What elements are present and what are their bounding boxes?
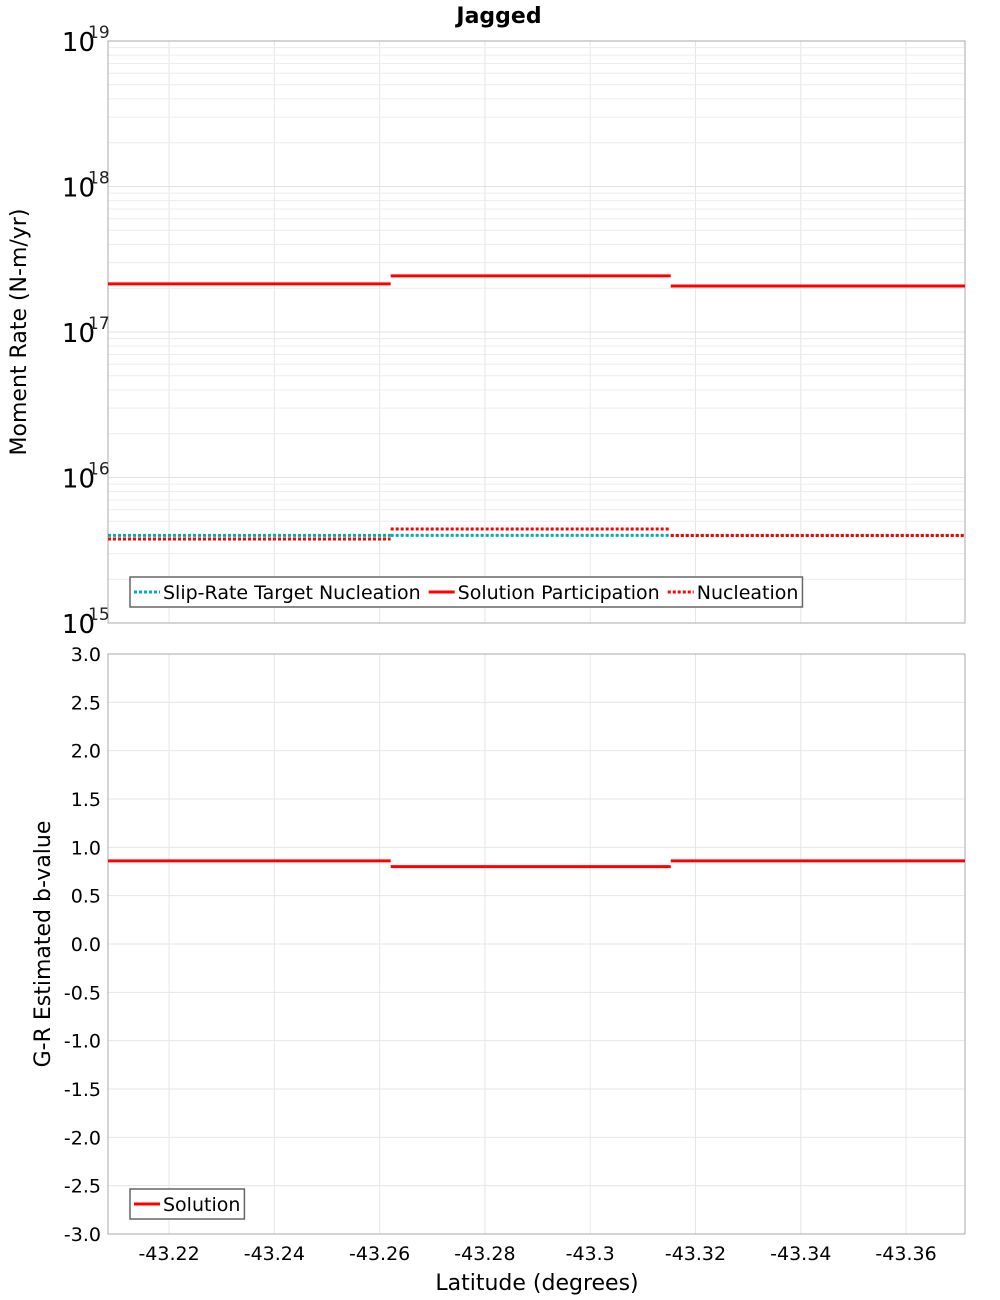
x-axis-label: Latitude (degrees)	[435, 1271, 638, 1296]
svg-text:10: 10	[62, 610, 95, 640]
svg-text:-43.22: -43.22	[138, 1243, 199, 1265]
svg-text:-43.28: -43.28	[454, 1243, 515, 1265]
svg-text:Solution: Solution	[163, 1194, 240, 1216]
svg-text:-1.5: -1.5	[64, 1079, 101, 1101]
svg-text:10: 10	[62, 319, 95, 349]
svg-text:1.0: 1.0	[71, 837, 101, 859]
svg-text:10: 10	[62, 28, 95, 58]
svg-text:-1.0: -1.0	[64, 1031, 101, 1053]
top-legend: Slip-Rate Target Nucleation Solution Part…	[129, 576, 804, 608]
bottom-legend: Solution	[129, 1188, 246, 1220]
svg-text:1.5: 1.5	[71, 789, 101, 811]
svg-text:-43.36: -43.36	[875, 1243, 936, 1265]
svg-text:-43.32: -43.32	[665, 1243, 726, 1265]
bottom-y-axis-label: G-R Estimated b-value	[31, 821, 56, 1068]
svg-text:18: 18	[88, 169, 110, 189]
svg-text:0.0: 0.0	[71, 934, 101, 956]
bottom-plot-series	[108, 859, 965, 869]
top-plot-series	[108, 274, 965, 541]
svg-text:-2.5: -2.5	[64, 1176, 101, 1198]
top-plot-frame	[107, 40, 966, 624]
svg-text:-0.5: -0.5	[64, 982, 101, 1004]
bottom-plot-frame	[107, 653, 966, 1235]
svg-text:Slip-Rate Target Nucleation: Slip-Rate Target Nucleation	[163, 582, 421, 604]
svg-text:0.5: 0.5	[71, 886, 101, 908]
chart-title: Jagged	[454, 4, 541, 29]
svg-text:-2.0: -2.0	[64, 1127, 101, 1149]
top-y-axis-label: Moment Rate (N-m/yr)	[7, 209, 32, 456]
svg-text:-43.34: -43.34	[770, 1243, 831, 1265]
svg-text:2.0: 2.0	[71, 741, 101, 763]
svg-text:-43.3: -43.3	[566, 1243, 615, 1265]
svg-text:16: 16	[88, 460, 110, 480]
svg-text:-43.24: -43.24	[244, 1243, 305, 1265]
svg-text:Nucleation: Nucleation	[697, 582, 799, 604]
svg-text:-3.0: -3.0	[64, 1224, 101, 1246]
bottom-plot-grid	[108, 653, 965, 1235]
svg-text:2.5: 2.5	[71, 692, 101, 714]
svg-text:3.0: 3.0	[71, 644, 101, 666]
svg-text:Solution Participation: Solution Participation	[458, 582, 660, 604]
svg-text:10: 10	[62, 174, 95, 204]
svg-text:19: 19	[88, 23, 110, 43]
svg-text:15: 15	[88, 605, 110, 625]
svg-text:10: 10	[62, 465, 95, 495]
bottom-y-tick-labels: 3.0 2.5 2.0 1.5 1.0 0.5 0.0 -0.5 -1.0 -1.5 -2.0 -2.…	[64, 644, 101, 1246]
svg-text:17: 17	[88, 314, 110, 334]
svg-text:-43.26: -43.26	[349, 1243, 410, 1265]
x-tick-labels: -43.22 -43.24 -43.26 -43.28 -43.3 -43.32 -43.3…	[138, 1243, 936, 1265]
